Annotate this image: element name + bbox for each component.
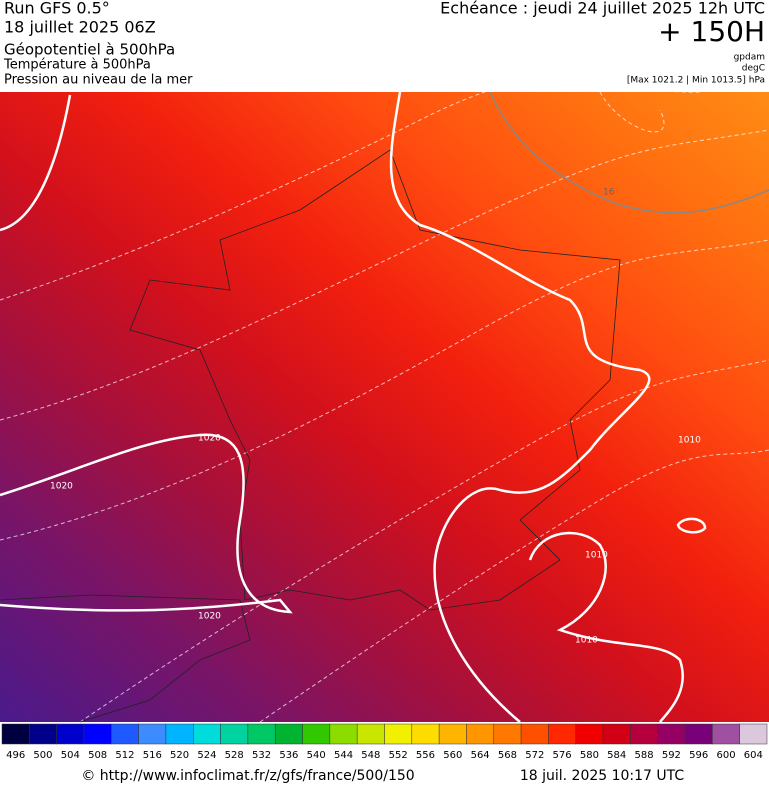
colorbar-swatch [493, 723, 522, 745]
isobars [0, 91, 707, 723]
run-title: Run GFS 0.5° [4, 0, 110, 18]
contour-labels: 1020 1020 1020 1010 1010 1010 16 [50, 188, 701, 646]
generated-time: 18 juil. 2025 10:17 UTC [520, 768, 685, 784]
contour-label: 1010 [575, 636, 598, 646]
field-label: Température à 500hPa [3, 58, 151, 73]
colorbar-swatch [356, 723, 385, 745]
colorbar-swatch [520, 723, 549, 745]
colorbar-label: 552 [389, 750, 408, 761]
field-label: Géopotentiel à 500hPa [4, 41, 175, 59]
colorbar-label: 600 [716, 750, 735, 761]
colorbar-label: 504 [61, 750, 80, 761]
colorbar-label: 592 [662, 750, 681, 761]
colorbar-swatch [548, 723, 577, 745]
colorbar-swatch [220, 723, 249, 745]
colorbar-label: 524 [197, 750, 216, 761]
temperature-field [0, 92, 769, 722]
colorbar-swatch [29, 723, 57, 745]
colorbar-swatch [274, 723, 303, 745]
colorbar-label: 512 [115, 750, 134, 761]
colorbar-swatch [411, 723, 440, 745]
unit: gpdam [734, 53, 765, 63]
colorbar-label: 584 [607, 750, 626, 761]
colorbar-swatch [657, 723, 686, 745]
pressure-range: [Max 1021.2 | Min 1013.5] hPa [627, 76, 765, 86]
isohypse [489, 91, 769, 214]
colorbar: 496 500 504 508 512 516 520 524 528 532 536 540 544 5… [1, 723, 768, 761]
borders [0, 149, 621, 723]
colorbar-label: 556 [416, 750, 435, 761]
colorbar-label: 564 [471, 750, 490, 761]
colorbar-swatch [466, 723, 495, 745]
colorbar-label: 500 [33, 750, 52, 761]
contour-label: 1010 [585, 551, 608, 561]
run-date: 18 juillet 2025 06Z [4, 18, 156, 37]
colorbar-label: 540 [307, 750, 326, 761]
colorbar-label: 532 [252, 750, 271, 761]
colorbar-swatch [630, 723, 658, 745]
colorbar-swatch [329, 723, 358, 745]
colorbar-swatch [684, 723, 713, 745]
contour-label: 1020 [198, 612, 221, 622]
colorbar-label: 548 [361, 750, 380, 761]
colorbar-label: 588 [635, 750, 654, 761]
contour-label: 16 [603, 188, 615, 198]
colorbar-swatch [56, 723, 85, 745]
colorbar-label: 572 [525, 750, 544, 761]
colorbar-label: 544 [334, 750, 353, 761]
colorbar-label: 508 [88, 750, 107, 761]
colorbar-label: 520 [170, 750, 189, 761]
colorbar-label: 568 [498, 750, 517, 761]
colorbar-label: 596 [689, 750, 708, 761]
colorbar-swatch [302, 723, 331, 745]
colorbar-label: 516 [143, 750, 162, 761]
colorbar-swatch [602, 723, 631, 745]
colorbar-swatch [438, 723, 467, 745]
contour-label: 1020 [198, 434, 221, 444]
isotherms [0, 75, 769, 723]
colorbar-label: 536 [279, 750, 298, 761]
colorbar-swatch [247, 723, 276, 745]
colorbar-swatch [165, 723, 194, 745]
colorbar-label: 604 [744, 750, 763, 761]
source-url: © http://www.infoclimat.fr/z/gfs/france/… [81, 768, 414, 784]
colorbar-swatch [83, 723, 112, 745]
colorbar-swatch [193, 723, 221, 745]
colorbar-swatch [1, 723, 30, 745]
map: 1020 1020 1020 1010 1010 1010 16 [0, 75, 769, 723]
colorbar-swatch [138, 723, 167, 745]
colorbar-swatch [712, 723, 740, 745]
colorbar-label: 528 [225, 750, 244, 761]
lead-time: + 150H [658, 15, 765, 48]
colorbar-label: 560 [443, 750, 462, 761]
colorbar-swatch [111, 723, 139, 745]
colorbar-swatch [739, 723, 768, 745]
forecast-time: Echéance : jeudi 24 juillet 2025 12h UTC [440, 0, 765, 18]
field-label: Pression au niveau de la mer [4, 73, 193, 88]
colorbar-label: 496 [6, 750, 25, 761]
colorbar-swatch [384, 723, 413, 745]
unit: degC [742, 64, 765, 74]
colorbar-label: 576 [553, 750, 572, 761]
colorbar-swatch [575, 723, 604, 745]
colorbar-label: 580 [580, 750, 599, 761]
contour-label: 1010 [678, 436, 701, 446]
contour-label: 1020 [50, 482, 73, 492]
